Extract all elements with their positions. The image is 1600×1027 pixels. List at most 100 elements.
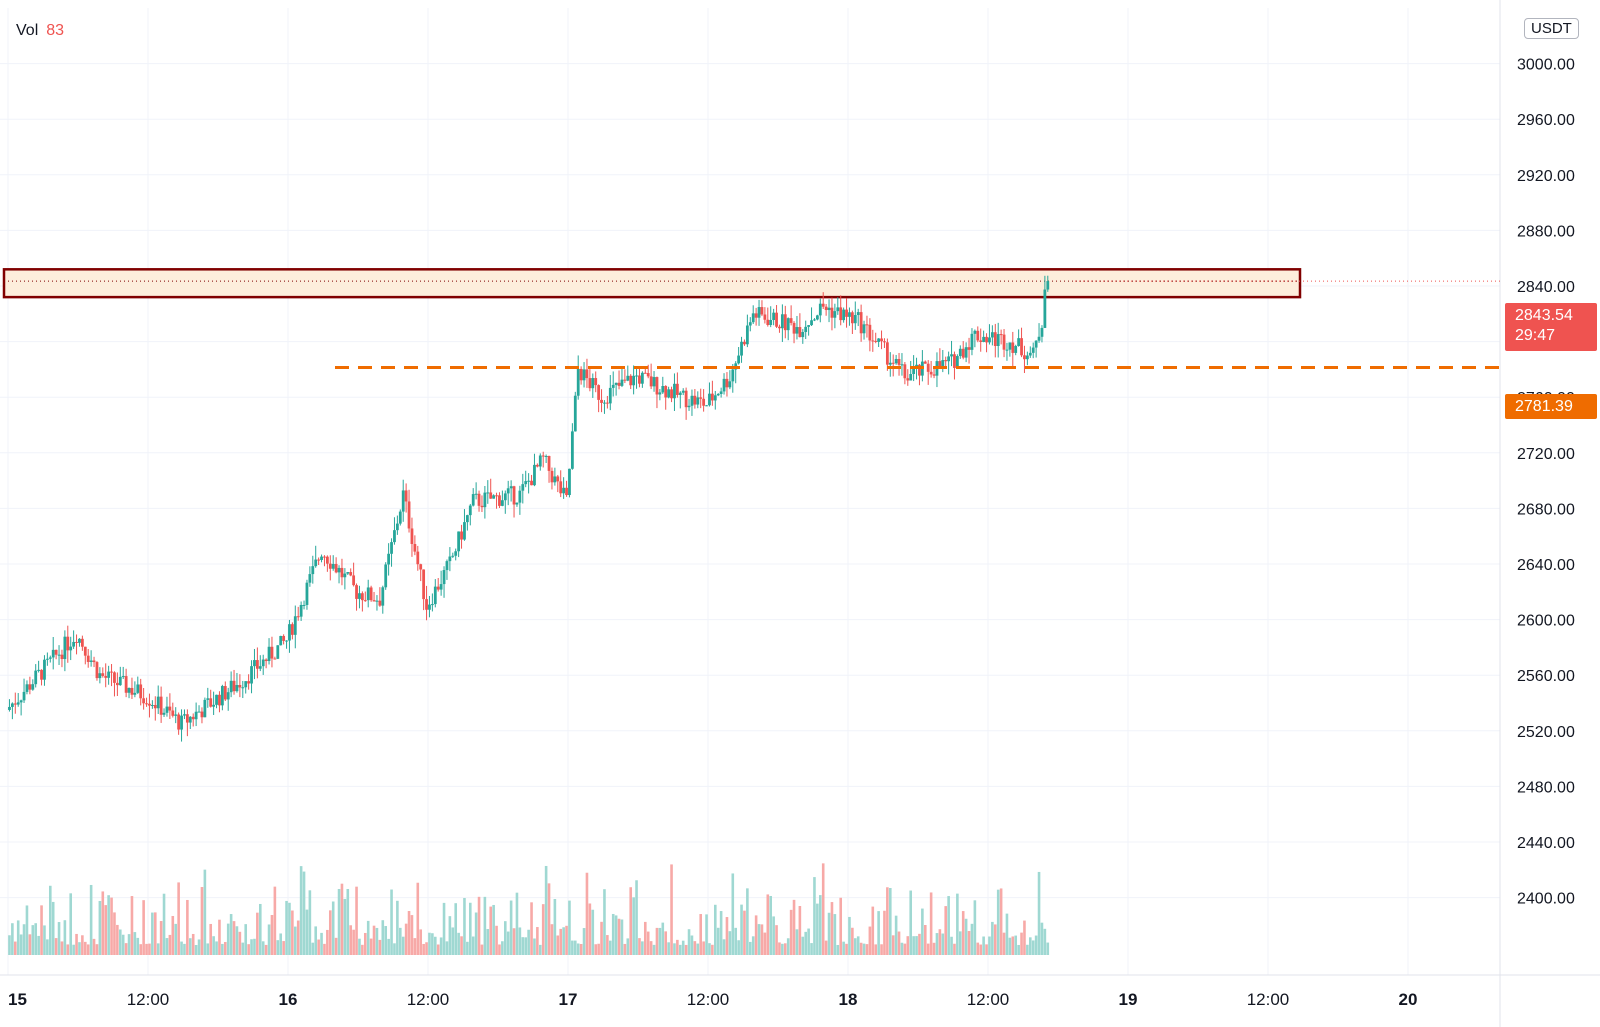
candle-body	[1025, 355, 1029, 360]
candles	[8, 275, 1050, 742]
volume-bar	[748, 941, 752, 955]
candle-body	[827, 307, 831, 311]
volume-bar	[929, 892, 933, 955]
candle-body	[270, 646, 274, 659]
candle-body	[824, 306, 828, 311]
candle-body	[232, 680, 236, 692]
candle-body	[381, 587, 385, 606]
price-tick-label: 2840.00	[1517, 279, 1575, 296]
candle-body	[588, 378, 592, 389]
volume-bar	[188, 938, 192, 955]
candle-body	[54, 649, 58, 655]
volume-bar	[311, 942, 315, 955]
candle-body	[159, 696, 163, 715]
price-tick-label: 3000.00	[1517, 57, 1575, 74]
candle-body	[993, 332, 997, 347]
candle-body	[818, 303, 822, 316]
volume-bar	[766, 894, 770, 955]
candle-body	[308, 574, 312, 583]
candle-body	[748, 322, 752, 326]
volume-bar	[620, 919, 624, 955]
volume-bar	[104, 905, 108, 955]
volume-bar	[495, 925, 498, 955]
candle-body	[384, 564, 388, 588]
volume-bar	[69, 893, 73, 955]
price-tick-label: 2960.00	[1517, 112, 1575, 129]
candle-body	[862, 324, 866, 334]
volume-bar	[906, 936, 910, 955]
candle-body	[868, 324, 872, 341]
candle-body	[912, 368, 916, 375]
volume-bar	[611, 913, 615, 955]
volume-bar	[393, 943, 396, 955]
volume-bar	[818, 895, 822, 955]
candle-body	[349, 572, 353, 576]
volume-bar	[407, 911, 411, 955]
candle-body	[218, 694, 221, 706]
candle-body	[953, 354, 956, 368]
time-axis[interactable]: 15 12:00 16 12:00 17 12:00 18 12:00 19 12:00 20	[8, 990, 1417, 1009]
volume-bar	[31, 925, 35, 955]
volume-bar	[635, 880, 638, 955]
candle-body	[801, 332, 805, 338]
candle-body	[352, 575, 356, 586]
volume-bar	[556, 935, 560, 955]
candle-body	[865, 324, 869, 326]
candle-body	[395, 523, 399, 531]
price-axis[interactable]: 3000.002960.002920.002880.002840.002800.…	[1517, 57, 1575, 908]
candle-body	[950, 354, 953, 357]
volume-bar	[177, 882, 180, 955]
volume-bar	[769, 895, 773, 955]
candle-body	[999, 334, 1003, 336]
volume-bar	[174, 923, 178, 955]
volume-bar	[649, 941, 653, 955]
candle-body	[387, 553, 391, 565]
price-tick-label: 2440.00	[1517, 835, 1575, 852]
volume-bar	[719, 911, 723, 955]
resistance-zone[interactable]	[2, 268, 1302, 299]
volume-bar	[678, 944, 682, 955]
candle-body	[673, 383, 676, 399]
volume-bar	[206, 943, 210, 955]
candle-body	[57, 654, 61, 656]
volume-bar	[687, 929, 691, 955]
candle-body	[906, 378, 910, 381]
candle-body	[148, 703, 151, 706]
candle-body	[815, 315, 819, 320]
candle-body	[821, 303, 825, 307]
volume-bar	[985, 944, 988, 955]
volume-bar	[533, 938, 536, 955]
volume-bar	[594, 944, 598, 955]
candle-body	[340, 567, 344, 578]
candle-body	[343, 573, 347, 578]
volume-bar	[139, 944, 143, 955]
volume-bar	[725, 917, 729, 955]
candle-body	[89, 660, 93, 662]
volume-bar	[757, 924, 761, 955]
volume-bar	[655, 927, 659, 955]
time-tick-label: 12:00	[687, 990, 730, 1009]
candle-body	[757, 307, 761, 318]
candle-body	[363, 600, 367, 602]
currency-button[interactable]: USDT	[1524, 18, 1579, 39]
candle-body	[78, 638, 81, 643]
candle-body	[690, 395, 694, 406]
volume-bar	[349, 925, 353, 955]
volume-bar	[813, 877, 816, 955]
candle-body	[1008, 342, 1012, 350]
candle-body	[705, 405, 708, 407]
candle-body	[556, 476, 560, 482]
candle-body	[909, 374, 913, 381]
volume-bar	[378, 939, 382, 955]
volume-bar	[1037, 871, 1041, 955]
volume-bar	[11, 923, 14, 955]
volume-bar	[221, 943, 224, 955]
volume-bar	[323, 943, 326, 955]
volume-bar	[334, 937, 338, 955]
volume-bar	[471, 936, 475, 955]
volume-bar	[600, 921, 603, 955]
time-tick-label: 17	[559, 990, 578, 1009]
candle-body	[792, 322, 796, 334]
volume-bar	[28, 934, 32, 955]
